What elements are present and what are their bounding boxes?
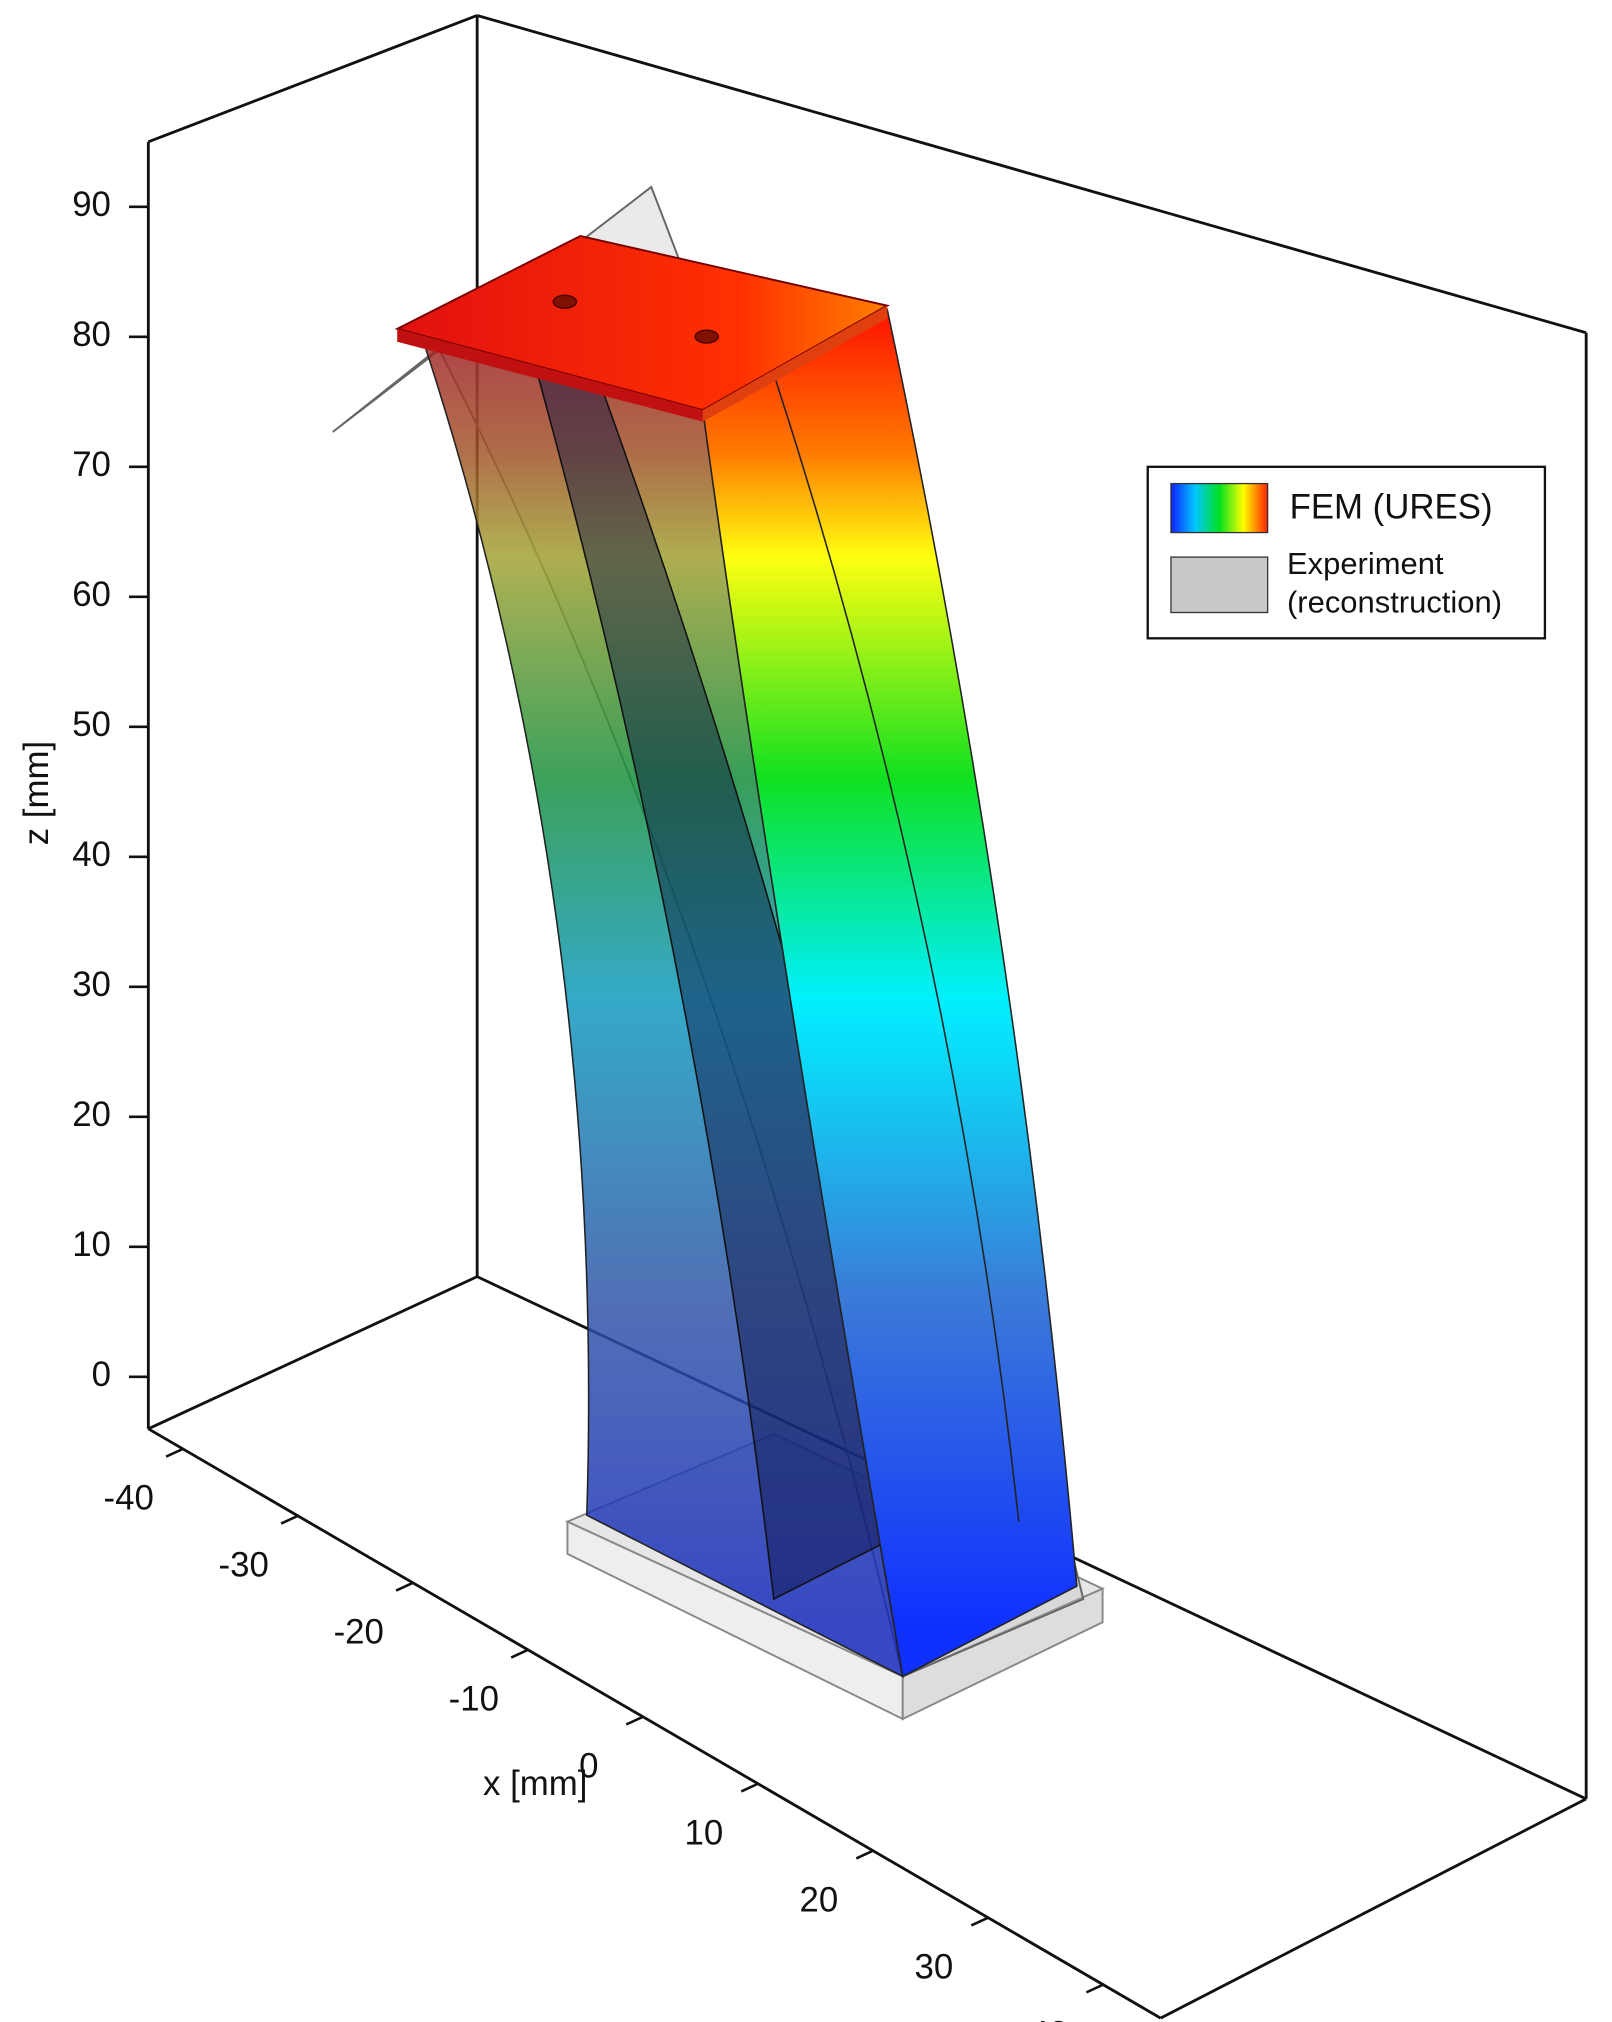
legend-swatch [1170,482,1269,534]
x-tick-label: 40 [1030,2014,1069,2022]
x-tick [1085,1983,1104,1994]
z-tick-label: 20 [72,1095,111,1134]
fem-left-face [425,348,903,1677]
x-tick-label: -10 [449,1680,499,1719]
edge-line [773,373,1020,1522]
x-tick-label: 30 [915,1947,954,1986]
x-tick-label: -20 [334,1613,384,1652]
x-tick-label: 20 [800,1880,839,1919]
z-axis-label: z [mm] [17,741,56,845]
x-tick [395,1581,414,1592]
z-tick-label: 80 [72,315,111,354]
top-plate [394,234,890,422]
x-tick [855,1849,874,1860]
legend-label-wrap: Experiment (reconstruction) [1286,546,1503,621]
z-tick-label: 10 [72,1225,111,1264]
x-tick [970,1916,989,1927]
legend-label: Experiment (reconstruction) [1286,546,1503,621]
x-tick [510,1648,529,1659]
z-tick-label: 70 [72,445,111,484]
legend-label: FEM (URES) [1290,488,1493,527]
z-tick-label: 90 [72,185,111,224]
legend: FEM (URES) Experiment (reconstruction) [1146,465,1547,640]
x-tick [740,1782,759,1793]
legend-swatch [1170,556,1269,614]
x-tick [625,1715,644,1726]
z-tick-label: 30 [72,965,111,1004]
x-tick-label: -30 [219,1546,269,1585]
x-axis-label: x [mm] [483,1764,587,1803]
x-tick-label: 0 [579,1747,598,1786]
z-tick-label: 0 [92,1355,111,1394]
z-tick-label: 50 [72,705,111,744]
z-tick-label: 40 [72,835,111,874]
x-tick-label: 10 [684,1814,723,1853]
x-tick-label: -40 [104,1479,154,1518]
x-tick [280,1514,299,1525]
z-tick-label: 60 [72,575,111,614]
x-tick [165,1447,184,1458]
fem-right-face [701,308,1078,1678]
